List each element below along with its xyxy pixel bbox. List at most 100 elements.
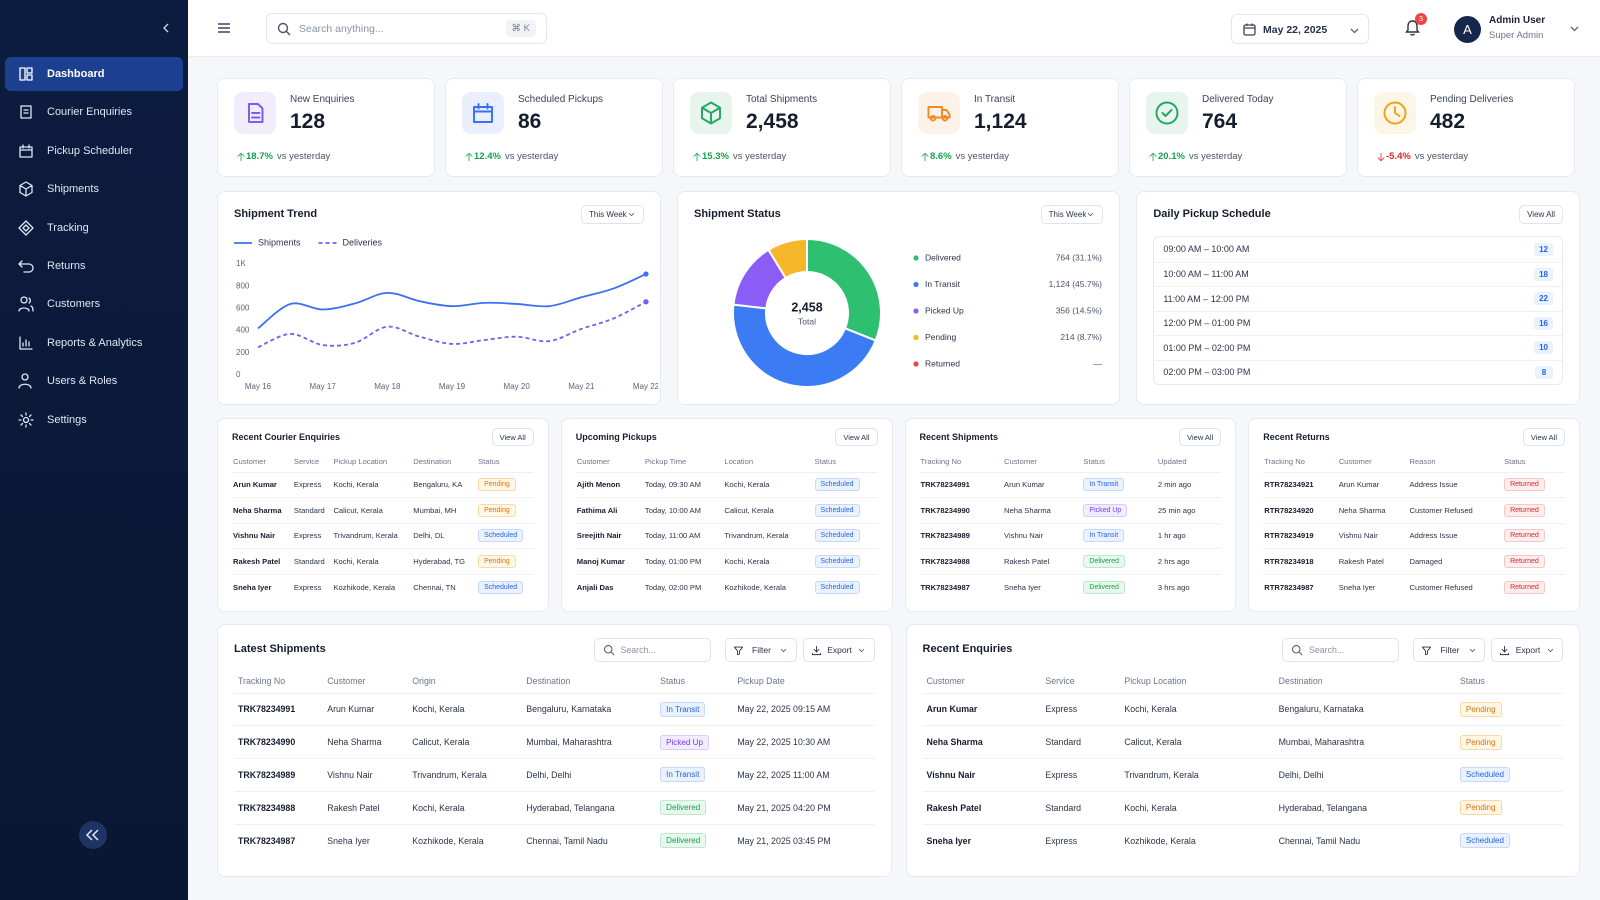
table-row: Vishnu Nair Express Trivandrum, Kerala Delh… <box>232 522 534 549</box>
nav-item[interactable]: Customers <box>5 287 183 321</box>
table-cell: Hyderabad, TG <box>412 548 478 574</box>
icon-shape <box>237 152 245 161</box>
slot-count: 16 <box>1534 316 1553 330</box>
table-cell: Neha Sharma <box>1337 497 1409 523</box>
search-box[interactable]: Search... <box>1282 638 1399 662</box>
table-cell: In Transit <box>1082 471 1157 498</box>
table-row: Sreejith Nair Today, 11:00 AM Trivandrum, … <box>575 522 878 549</box>
filter-button[interactable]: Filter <box>724 638 797 662</box>
status-badge: Scheduled <box>1459 767 1511 783</box>
kpi-value: 482 <box>1430 110 1466 133</box>
view-all[interactable]: View All <box>1519 205 1563 224</box>
column-header: Destination <box>526 675 571 686</box>
table-cell: Delivered <box>1082 548 1157 574</box>
panel-title: Recent Enquiries <box>922 643 1013 655</box>
dropdown[interactable]: This Week <box>1040 205 1104 224</box>
kpi-card: Delivered Today 764 20.1% vs yesterday <box>1129 78 1347 177</box>
table-cell: 3 hrs ago <box>1156 573 1222 600</box>
donut-segment <box>766 237 808 280</box>
table-row: TRK78234987 Sneha Iyer Kozhikode, Kerala Ch… <box>234 823 875 857</box>
nav-item[interactable]: Tracking <box>5 211 183 245</box>
donut-chart: Shipment Status 2,458 Total Delivered 764 (3… <box>694 208 1102 388</box>
column-header: Updated <box>1157 457 1187 467</box>
export-button[interactable]: Export <box>1491 638 1563 662</box>
nav-icon <box>19 144 33 158</box>
table-cell: Express <box>1041 692 1121 726</box>
status-badge: Pending <box>478 554 516 568</box>
view-all[interactable]: View All <box>1179 428 1222 446</box>
kpi-compare: vs yesterday <box>732 151 787 162</box>
table-cell: Express <box>1041 758 1121 792</box>
table-cell: May 22, 2025 10:30 AM <box>733 725 875 759</box>
search-box[interactable]: Search anything... ⌘ K <box>266 13 547 44</box>
kpi-change: 8.6% vs yesterday <box>920 151 1009 162</box>
table-panel: Recent Courier Enquiries View All Customer… <box>217 418 549 612</box>
chevron <box>1469 648 1476 652</box>
search-box[interactable]: Search... <box>593 638 711 662</box>
panel-title: Recent Returns <box>1263 432 1330 442</box>
column-header: Pickup Location <box>333 457 388 467</box>
nav-item[interactable]: Settings <box>5 403 183 437</box>
nav-item[interactable]: Pickup Scheduler <box>5 134 183 168</box>
table-cell: Damaged <box>1408 548 1504 574</box>
x-tick-label: May 21 <box>568 382 595 391</box>
status-badge: Pending <box>478 503 516 517</box>
chevron <box>628 213 634 216</box>
slot-time: 12:00 PM – 01:00 PM <box>1163 318 1251 329</box>
table-row: TRK78234989 Vishnu Nair Trivandrum, Kerala… <box>234 758 875 792</box>
nav-icon <box>18 373 32 389</box>
table-card: Recent Enquiries Search... Filter Export Cus… <box>905 624 1580 877</box>
kpi-glyph <box>248 103 264 123</box>
date-picker[interactable]: May 22, 2025 <box>1231 14 1369 44</box>
nav-item[interactable]: Shipments <box>5 172 183 206</box>
table-panel: Upcoming Pickups View All Customer Pickup T… <box>560 418 893 612</box>
dropdown[interactable]: This Week <box>581 205 644 224</box>
user-chevron[interactable] <box>1570 24 1579 33</box>
collapse-button[interactable] <box>79 821 107 849</box>
icon-shape <box>1149 152 1157 161</box>
export-button[interactable]: Export <box>802 638 875 662</box>
menu-icon[interactable] <box>217 21 231 35</box>
table-cell: Express <box>292 573 333 600</box>
table-cell: Rakesh Patel <box>922 790 1042 825</box>
collapse-chevron[interactable] <box>160 22 172 34</box>
delta-text: -5.4% <box>1386 151 1411 162</box>
x-tick-label: May 19 <box>439 382 466 391</box>
view-all[interactable]: View All <box>835 428 878 446</box>
legend-value: 1,124 (45.7%) <box>1048 279 1102 289</box>
table-cell: Returned <box>1503 573 1565 600</box>
status-badge: In Transit <box>1083 478 1125 492</box>
icon-shape <box>1469 648 1476 652</box>
status-badge: Scheduled <box>478 529 524 543</box>
nav-item[interactable]: Courier Enquiries <box>5 95 183 129</box>
slot-time: 11:00 AM – 12:00 PM <box>1163 293 1250 304</box>
table-cell: Trivandrum, Kerala <box>723 522 814 549</box>
view-all[interactable]: View All <box>1522 428 1565 446</box>
table-header: Customer Service Pickup Location Destinatio… <box>923 669 1564 693</box>
table-cell: Returned <box>1503 522 1565 549</box>
kpi-icon <box>234 92 276 134</box>
table-row: Manoj Kumar Today, 01:00 PM Kochi, Kerala S… <box>575 548 878 574</box>
table-cell: Arun Kumar <box>323 692 409 726</box>
legend-label: In Transit <box>925 279 961 289</box>
x-tick-label: May 17 <box>310 382 337 391</box>
main: New Enquiries 128 18.7% vs yesterday Schedul… <box>217 78 1580 878</box>
table-cell: Scheduled <box>1455 758 1563 792</box>
table-cell: Returned <box>1503 497 1565 523</box>
avatar[interactable]: A <box>1454 16 1481 43</box>
filter-button[interactable]: Filter <box>1413 638 1485 662</box>
nav-item[interactable]: Reports & Analytics <box>5 326 183 360</box>
nav-label: Customers <box>47 298 101 311</box>
view-all[interactable]: View All <box>491 428 534 446</box>
table-cell: Calicut, Kerala <box>408 725 523 759</box>
column-header: Customer <box>926 675 965 686</box>
table-cell: Today, 10:00 AM <box>643 497 724 523</box>
nav-item[interactable]: Dashboard <box>5 57 183 91</box>
kpi-icon <box>1374 92 1416 134</box>
slot-time: 10:00 AM – 11:00 AM <box>1163 269 1249 280</box>
nav-item[interactable]: Returns <box>5 249 183 283</box>
table-card: Latest Shipments Search... Filter Export Tra… <box>217 624 892 877</box>
kpi-compare: vs yesterday <box>276 151 331 162</box>
column-header: Status <box>478 457 500 467</box>
nav-item[interactable]: Users & Roles <box>5 364 183 398</box>
